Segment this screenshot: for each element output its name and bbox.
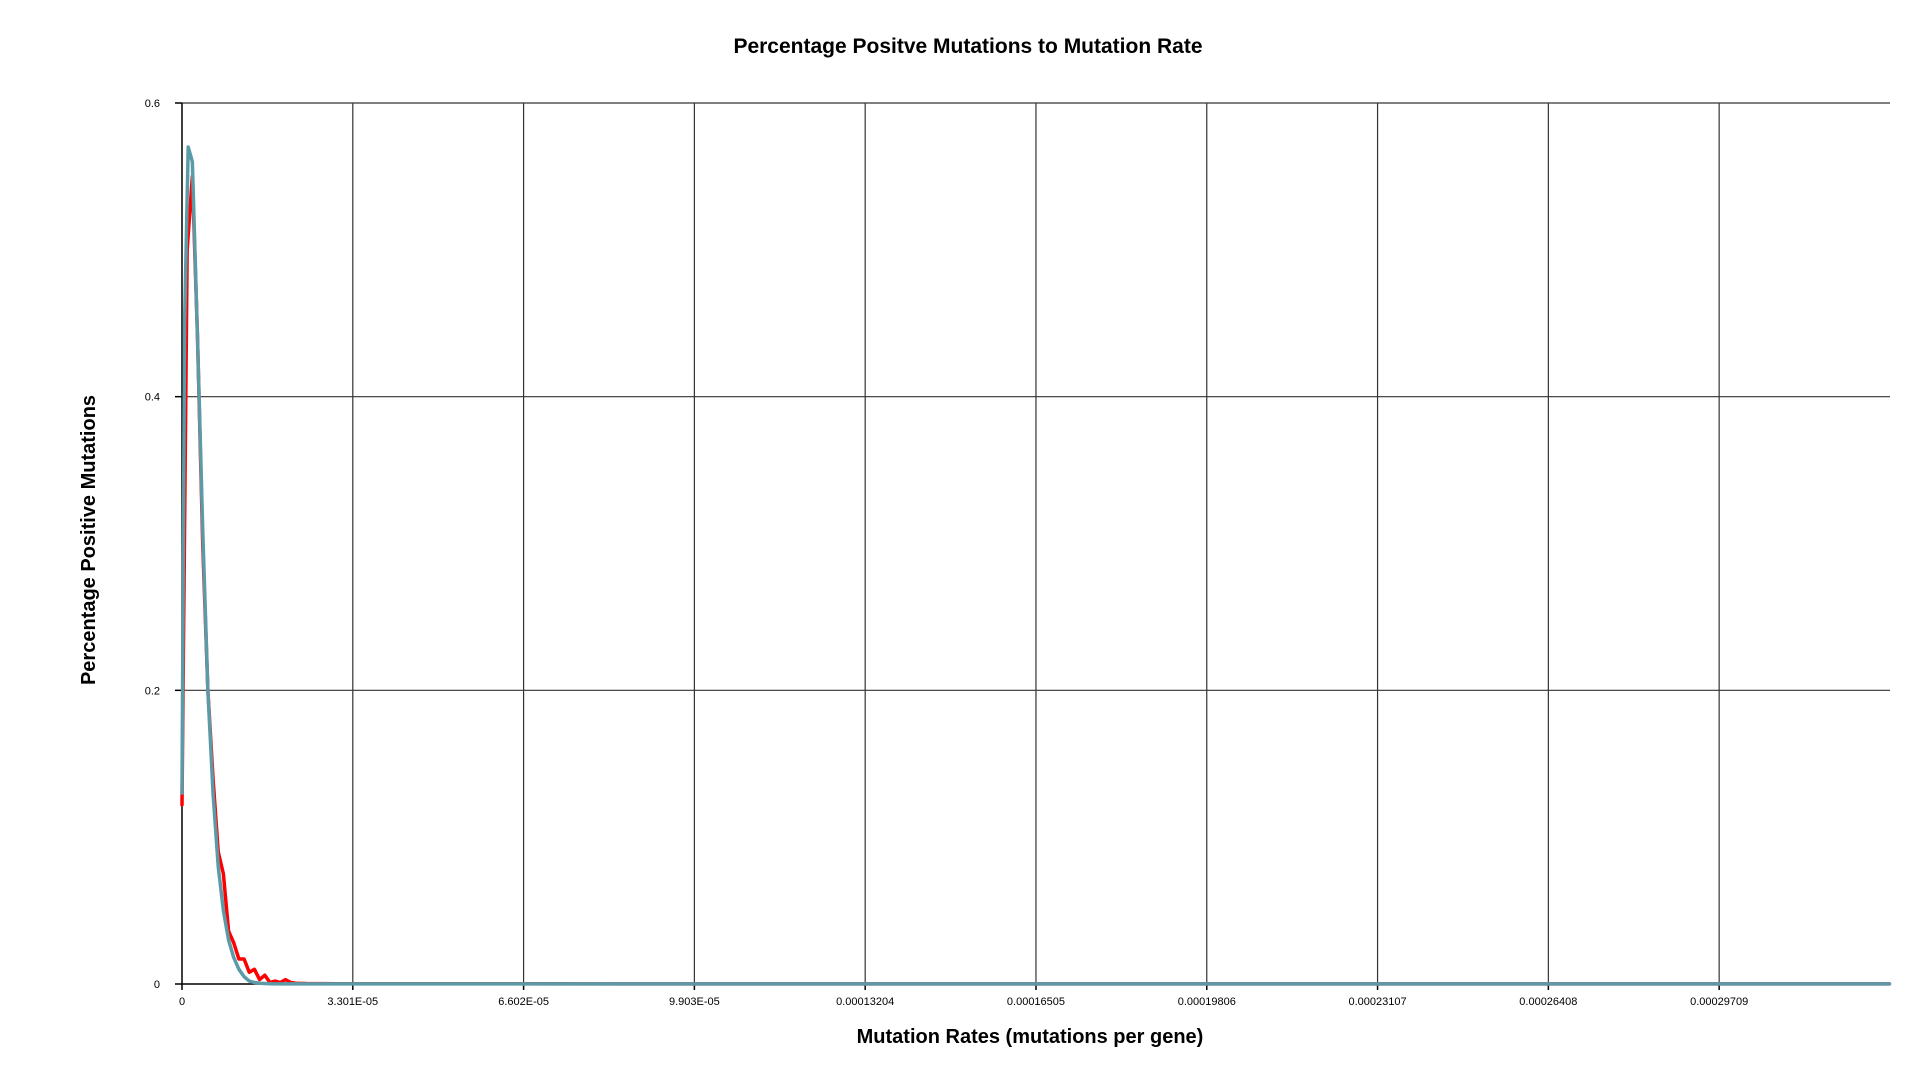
x-tick-label: 6.602E-05 <box>498 996 549 1008</box>
axes <box>175 102 1890 990</box>
x-tick-label: 0.00019806 <box>1178 996 1236 1008</box>
chart-title: Percentage Positve Mutations to Mutation… <box>733 35 1202 58</box>
grid <box>182 102 1890 984</box>
x-tick-label: 0.00029709 <box>1690 996 1748 1008</box>
x-tick-label: 0.00026408 <box>1519 996 1577 1008</box>
x-tick-label: 9.903E-05 <box>669 996 720 1008</box>
x-tick-label: 0 <box>179 996 185 1008</box>
tick-labels: 0 0.2 0.4 0.6 0 3.301E-05 6.602E-05 9.903E-05 0.… <box>145 98 1749 1008</box>
y-tick-label: 0.2 <box>145 685 160 697</box>
x-tick-label: 0.00016505 <box>1007 996 1065 1008</box>
x-tick-label: 0.00013204 <box>836 996 894 1008</box>
y-tick-label: 0 <box>154 979 160 991</box>
y-tick-label: 0.6 <box>145 98 160 110</box>
x-axis-label: Mutation Rates (mutations per gene) <box>857 1026 1204 1048</box>
x-tick-label: 0.00023107 <box>1349 996 1407 1008</box>
series-line-2 <box>180 145 1892 986</box>
series-lines <box>180 145 1892 986</box>
y-tick-label: 0.4 <box>145 392 160 404</box>
y-axis-label: Percentage Positive Mutations <box>78 395 100 685</box>
x-tick-label: 3.301E-05 <box>327 996 378 1008</box>
